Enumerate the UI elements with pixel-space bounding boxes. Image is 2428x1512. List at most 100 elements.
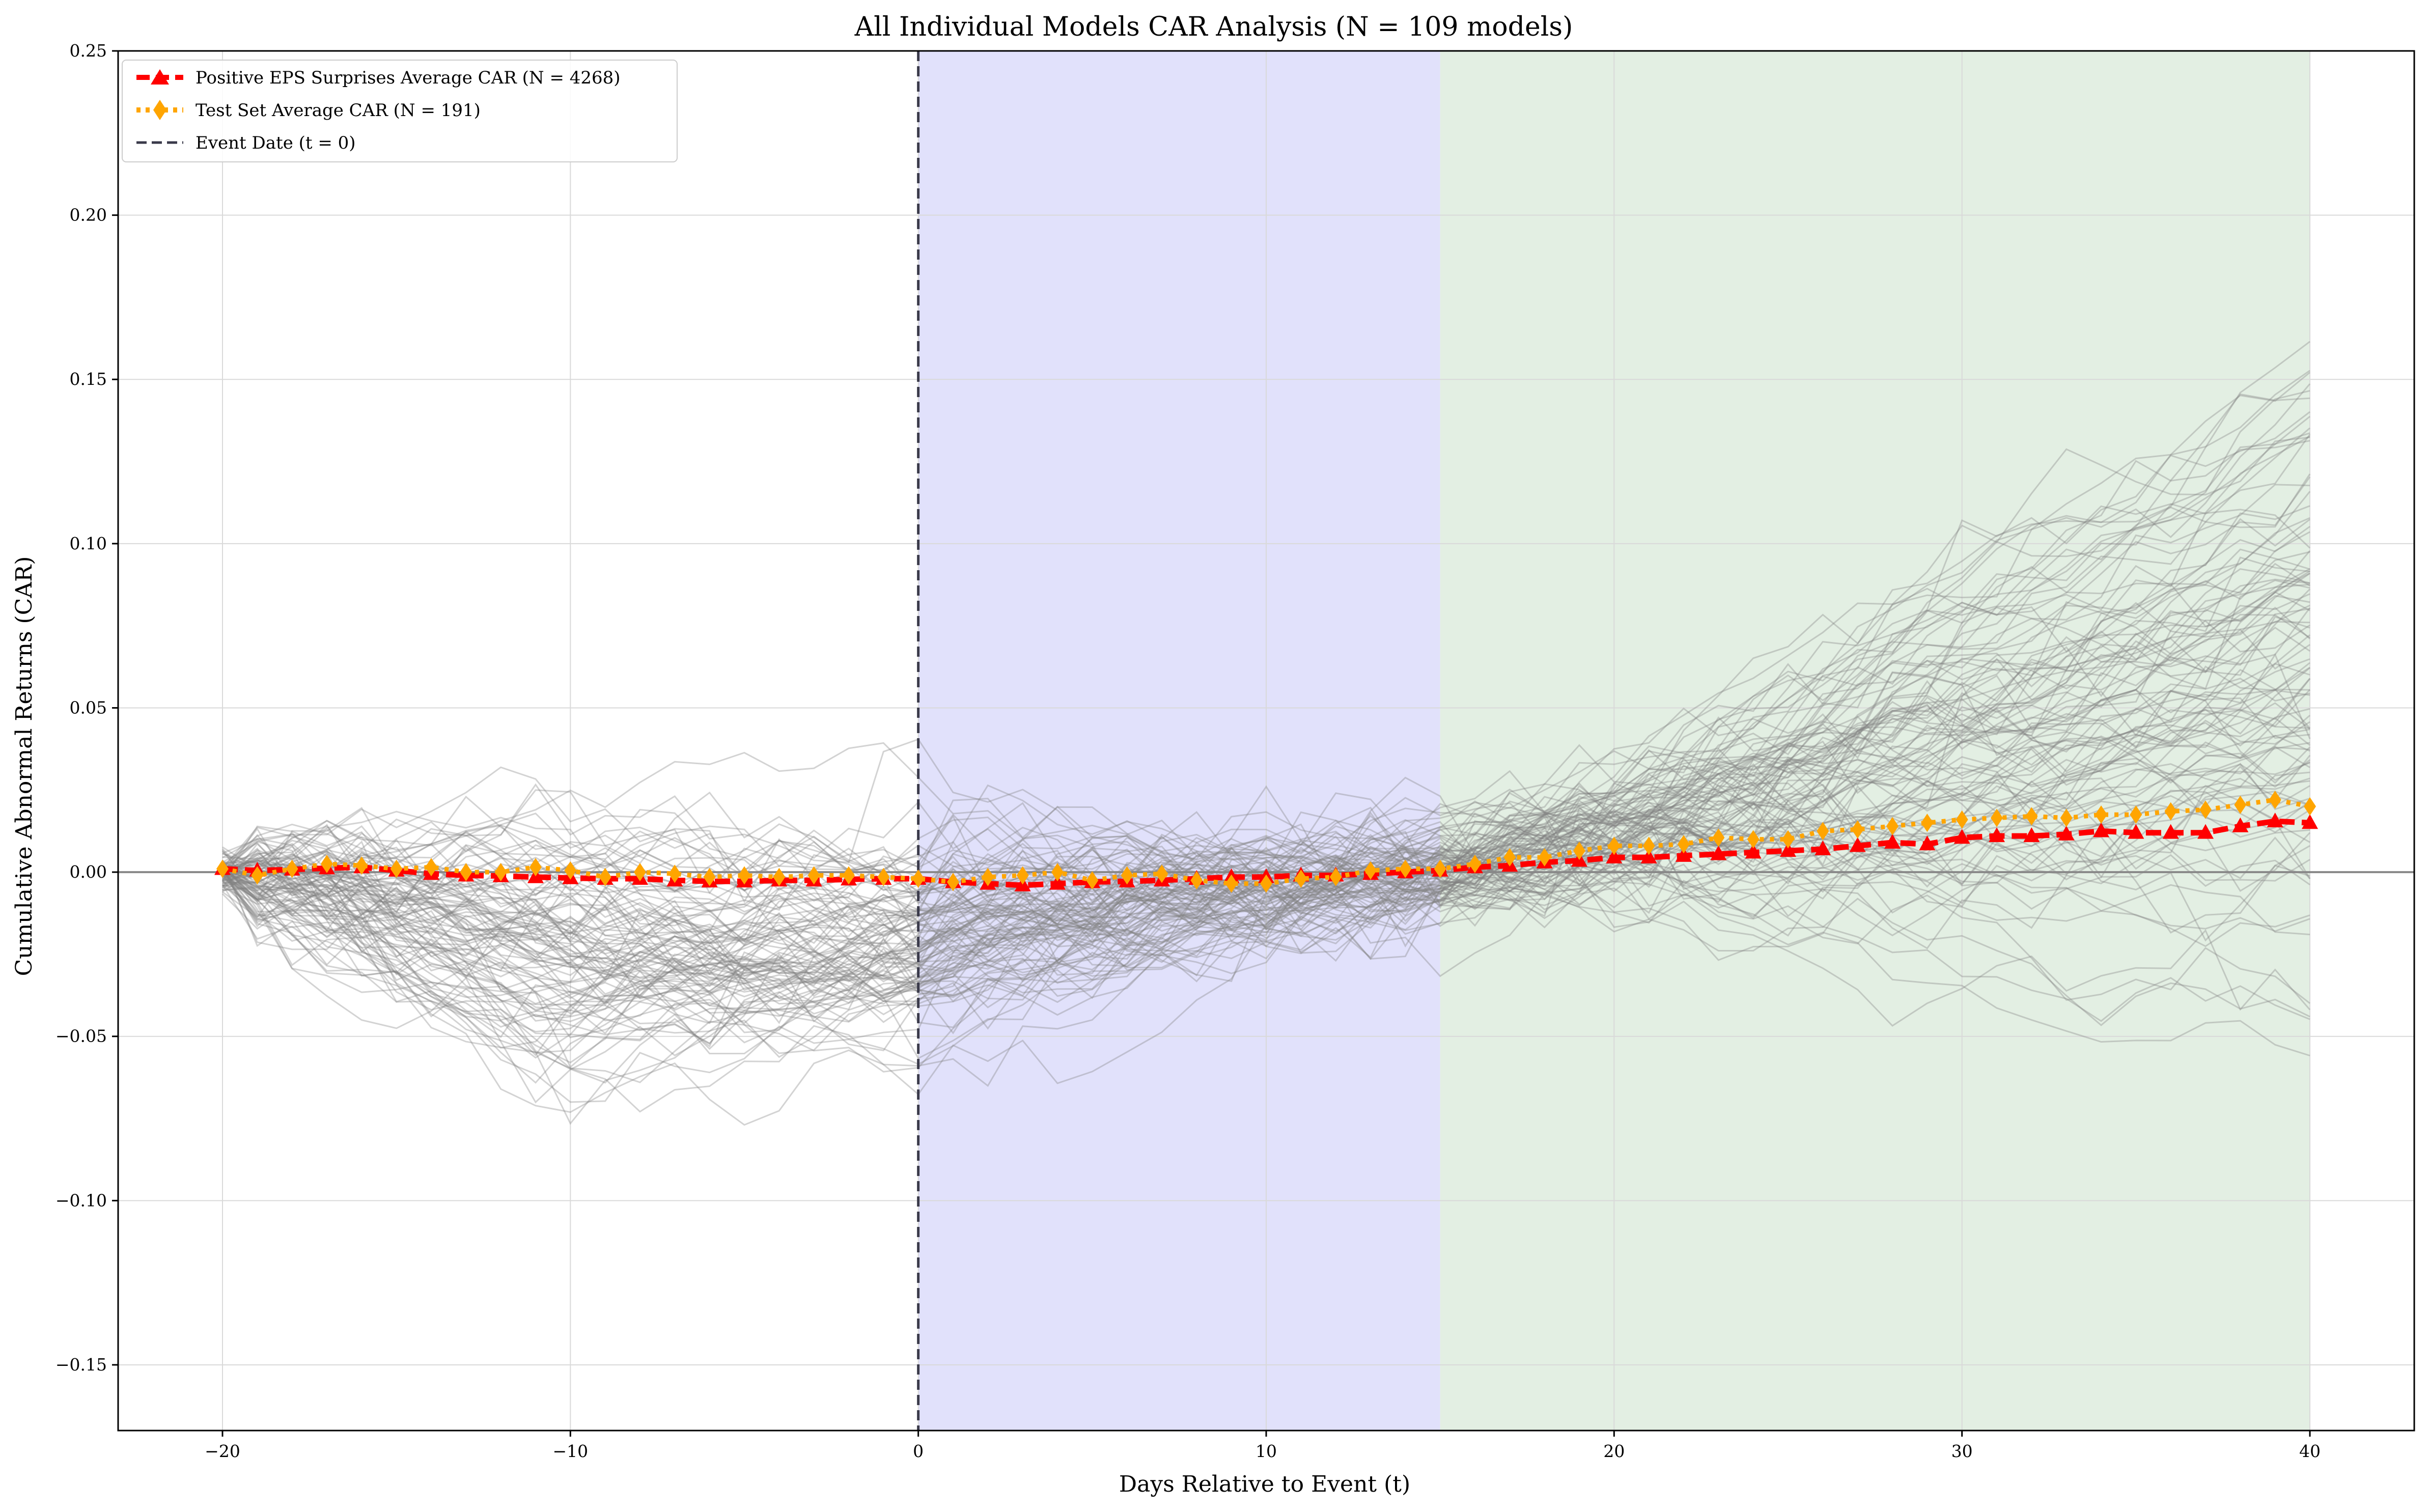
series-point-triangle <box>1919 835 1936 851</box>
model-line <box>221 550 2311 1035</box>
model-line <box>222 615 2310 999</box>
model-line <box>221 505 2310 1056</box>
model-line <box>222 604 2310 894</box>
series-point-diamond <box>321 854 333 873</box>
model-line <box>222 742 2310 1056</box>
model-line <box>221 675 2310 981</box>
model-line <box>222 715 2310 1022</box>
series-point-diamond <box>1608 836 1621 855</box>
x-axis-label: Days Relative to Event (t) <box>1119 1471 1410 1497</box>
series-point-triangle <box>2232 817 2249 832</box>
series-point-diamond <box>425 858 437 877</box>
series-point-diamond <box>1295 870 1307 888</box>
y-tick-label: 0.25 <box>70 41 107 61</box>
model-line <box>222 709 2310 922</box>
legend-label-positive-eps: Positive EPS Surprises Average CAR (N = … <box>196 68 621 88</box>
x-tick-label: 30 <box>1951 1441 1973 1461</box>
series-point-diamond <box>912 870 925 888</box>
x-tick-label: −20 <box>205 1441 240 1461</box>
model-line <box>222 663 2310 936</box>
model-line <box>221 690 2310 1126</box>
series-point-diamond <box>668 864 681 883</box>
series-point-diamond <box>807 866 820 885</box>
series-point-diamond <box>843 866 855 885</box>
model-line <box>221 869 2310 1005</box>
series-point-diamond <box>1642 836 1655 855</box>
model-line <box>222 780 2310 954</box>
series-point-diamond <box>1503 848 1516 867</box>
y-tick-label: 0.15 <box>70 369 107 389</box>
series-point-triangle <box>1815 840 1831 855</box>
tick-labels: −20 −10 0 10 20 30 40 −0.15 −0.10 −0.05 0.00 0.05 0.… <box>55 41 2321 1461</box>
model-line <box>222 667 2310 1024</box>
legend-entry-positive-eps: Positive EPS Surprises Average CAR (N = … <box>136 68 621 88</box>
y-tick-label: 0.20 <box>70 205 107 225</box>
model-line <box>221 570 2310 958</box>
model-line <box>222 833 2311 1084</box>
chart-title: All Individual Models CAR Analysis (N = … <box>854 12 1573 42</box>
series-point-diamond <box>1851 820 1864 839</box>
model-line <box>221 666 2310 1039</box>
series-point-triangle <box>1884 834 1901 849</box>
y-tick-label: 0.00 <box>70 862 107 882</box>
model-line <box>221 595 2310 1002</box>
legend-label-event-date: Event Date (t = 0) <box>196 133 356 153</box>
series-point-diamond <box>2269 791 2281 809</box>
model-line <box>221 658 2310 1069</box>
model-line <box>222 383 2311 1011</box>
model-line <box>222 491 2311 906</box>
model-line <box>222 583 2310 935</box>
y-tick-label: 0.05 <box>70 697 107 717</box>
series-point-diamond <box>2060 808 2073 827</box>
series-point-triangle <box>1640 849 1657 864</box>
series-point-diamond <box>2304 797 2316 816</box>
series-point-diamond <box>599 867 611 886</box>
legend: Positive EPS Surprises Average CAR (N = … <box>122 60 678 162</box>
series-point-diamond <box>877 867 890 886</box>
series-point-diamond <box>1712 828 1725 847</box>
series-point-diamond <box>1434 859 1446 878</box>
series-point-diamond <box>947 873 959 891</box>
y-tick-label: −0.15 <box>55 1355 107 1375</box>
model-line <box>222 746 2310 1103</box>
shaded-region-0 <box>918 51 1440 1431</box>
series-point-diamond <box>1817 822 1829 841</box>
model-line <box>222 435 2310 1017</box>
series-point-diamond <box>494 863 507 882</box>
series-point-diamond <box>1399 859 1412 878</box>
x-tick-label: 40 <box>2299 1441 2321 1461</box>
x-tick-label: 20 <box>1603 1441 1625 1461</box>
model-line <box>222 556 2310 896</box>
series-point-diamond <box>529 858 542 877</box>
series-point-diamond <box>1364 861 1377 880</box>
series-point-triangle <box>1953 829 1970 844</box>
model-line <box>221 607 2311 1017</box>
series-point-triangle <box>1049 875 1066 890</box>
series-point-triangle <box>2267 813 2283 828</box>
series-point-diamond <box>1991 808 2003 827</box>
series-point-diamond <box>2234 795 2247 814</box>
series-point-triangle <box>2058 825 2075 841</box>
model-line <box>222 509 2311 983</box>
series-point-diamond <box>2130 805 2142 824</box>
series-point-triangle <box>1849 837 1866 852</box>
series-point-triangle <box>2197 824 2214 839</box>
series-point-triangle <box>2128 824 2144 839</box>
y-axis-label: Cumulative Abnormal Returns (CAR) <box>11 556 37 976</box>
series-point-diamond <box>634 863 646 882</box>
series-point-triangle <box>2023 827 2040 843</box>
series-point-diamond <box>2025 807 2038 826</box>
model-line <box>222 415 2310 997</box>
series-point-triangle <box>1745 844 1762 859</box>
legend-label-test-set: Test Set Average CAR (N = 191) <box>196 100 481 121</box>
y-tick-label: −0.05 <box>55 1026 107 1046</box>
series-point-diamond <box>1016 866 1029 885</box>
model-line <box>221 719 2310 999</box>
x-tick-label: 10 <box>1255 1441 1277 1461</box>
model-line <box>222 610 2310 932</box>
average-series <box>214 791 2318 893</box>
model-line <box>221 518 2310 931</box>
legend-entry-event-date: Event Date (t = 0) <box>136 133 356 153</box>
series-point-diamond <box>564 861 577 880</box>
